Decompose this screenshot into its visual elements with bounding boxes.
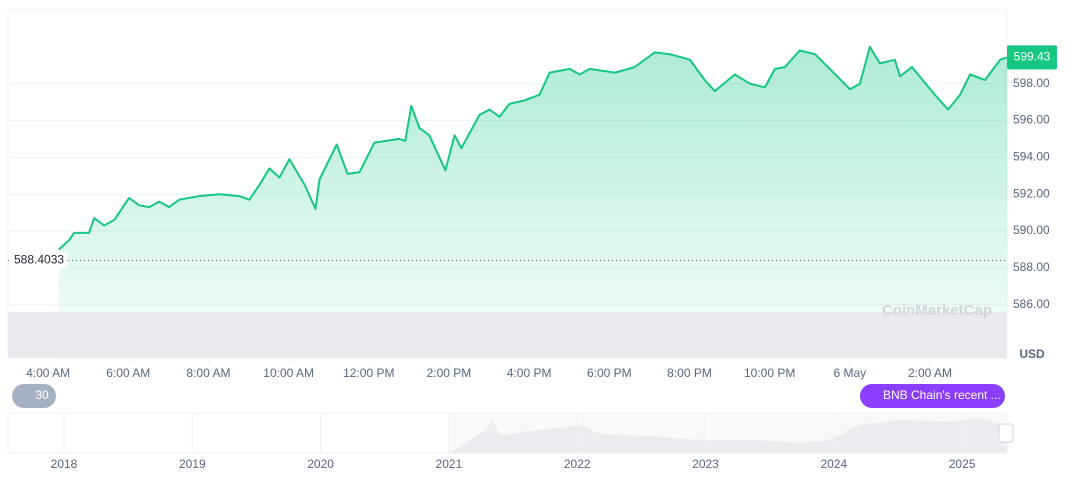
y-tick-label: 594.00 xyxy=(1013,150,1050,164)
y-tick-label: 588.00 xyxy=(1013,260,1050,274)
x-tick-label: 12:00 PM xyxy=(343,366,394,380)
interval-badge-text: 30 xyxy=(35,388,49,402)
navigator-year: 2022 xyxy=(564,457,591,471)
navigator-year: 2023 xyxy=(692,457,719,471)
y-tick-label: 598.00 xyxy=(1013,76,1050,90)
x-tick-label: 2:00 PM xyxy=(427,366,472,380)
x-tick-label: 10:00 PM xyxy=(744,366,795,380)
x-tick-label: 6:00 AM xyxy=(106,366,150,380)
interval-badge[interactable] xyxy=(12,384,56,408)
navigator-selection xyxy=(449,413,1007,453)
navigator-handle[interactable] xyxy=(998,423,1014,443)
x-tick-label: 4:00 AM xyxy=(26,366,70,380)
price-line xyxy=(58,45,1008,251)
navigator-year: 2024 xyxy=(820,457,847,471)
x-tick-label: 6 May xyxy=(834,366,867,380)
price-area xyxy=(58,46,1007,361)
x-tick-label: 8:00 PM xyxy=(667,366,712,380)
navigator-year: 2019 xyxy=(179,457,206,471)
news-badge-text: BNB Chain's recent ... xyxy=(883,388,1001,402)
x-tick-label: 4:00 PM xyxy=(507,366,552,380)
y-tick-label: 590.00 xyxy=(1013,223,1050,237)
currency-label: USD xyxy=(1019,347,1045,361)
x-tick-label: 8:00 AM xyxy=(186,366,230,380)
navigator-year: 2018 xyxy=(51,457,78,471)
navigator-year: 2021 xyxy=(436,457,463,471)
navigator-year: 2020 xyxy=(307,457,334,471)
news-badge[interactable] xyxy=(860,384,1005,408)
y-tick-label: 586.00 xyxy=(1013,297,1050,311)
navigator-year: 2025 xyxy=(949,457,976,471)
watermark: CoinMarketCap xyxy=(882,302,992,319)
reference-label: 588.4033 xyxy=(14,253,64,267)
last-price-badge xyxy=(1007,45,1057,70)
volume-band xyxy=(8,312,1007,358)
last-price-text: 599.43 xyxy=(1014,50,1051,64)
x-tick-label: 10:00 AM xyxy=(263,366,314,380)
reference-label-bg xyxy=(10,252,68,269)
x-tick-label: 6:00 PM xyxy=(587,366,632,380)
y-tick-label: 592.00 xyxy=(1013,186,1050,200)
y-tick-label: 596.00 xyxy=(1013,113,1050,127)
x-tick-label: 2:00 AM xyxy=(908,366,952,380)
